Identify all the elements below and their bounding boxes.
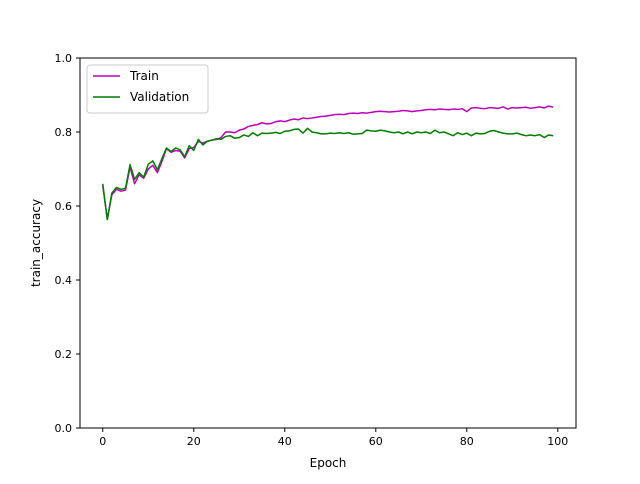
- series-line-train: [102, 105, 554, 220]
- y-tick-label: 0.6: [55, 200, 73, 213]
- y-tick-label: 0.2: [55, 348, 73, 361]
- y-tick-label: 0.4: [55, 274, 73, 287]
- x-tick-label: 40: [278, 435, 292, 448]
- x-tick-label: 0: [99, 435, 106, 448]
- x-axis-label: Epoch: [310, 456, 347, 470]
- y-tick-label: 0.0: [55, 422, 73, 435]
- series-line-validation: [102, 127, 554, 221]
- legend-label-train: Train: [129, 69, 159, 83]
- series-layer: [102, 105, 554, 221]
- y-tick-label: 1.0: [55, 52, 73, 65]
- legend-box: [86, 64, 209, 114]
- x-tick-label: 100: [547, 435, 568, 448]
- y-axis: 0.0 0.2 0.4 0.6 0.8 1.0: [55, 52, 80, 435]
- plot-frame: [79, 57, 577, 429]
- legend-label-validation: Validation: [130, 90, 189, 104]
- x-tick-label: 60: [369, 435, 383, 448]
- x-tick-label: 20: [187, 435, 201, 448]
- y-tick-label: 0.8: [55, 126, 73, 139]
- y-axis-label: train_accuracy: [29, 199, 43, 287]
- x-tick-label: 80: [460, 435, 474, 448]
- legend: Train Validation: [86, 64, 209, 114]
- x-axis: 0 20 40 60 80 100: [99, 428, 568, 448]
